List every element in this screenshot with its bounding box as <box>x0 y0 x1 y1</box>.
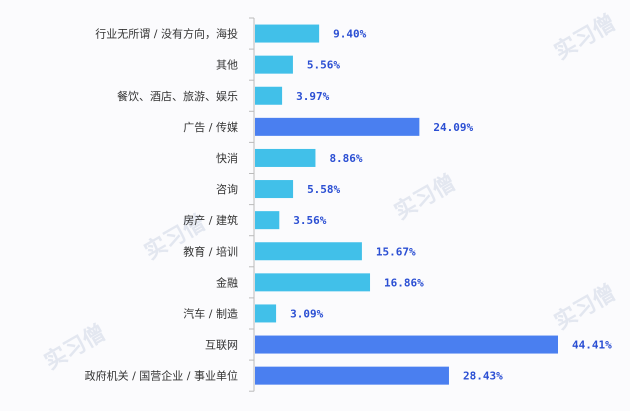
bar <box>255 180 294 199</box>
value-label: 5.58% <box>307 183 340 196</box>
category-label: 教育 / 培训 <box>183 244 238 258</box>
category-label: 餐饮、酒店、旅游、娱乐 <box>117 89 238 103</box>
value-label: 9.40% <box>333 28 366 41</box>
bar <box>255 148 316 167</box>
value-label: 15.67% <box>376 245 416 258</box>
category-label: 快消 <box>216 151 238 165</box>
category-label: 汽车 / 制造 <box>183 306 238 320</box>
category-label: 互联网 <box>205 339 238 352</box>
bar <box>255 273 371 292</box>
value-label: 28.43% <box>463 370 503 383</box>
bar <box>255 55 293 74</box>
value-label: 44.41% <box>572 339 612 352</box>
category-label: 其他 <box>216 59 238 72</box>
category-label: 政府机关 / 国营企业 / 事业单位 <box>85 369 238 383</box>
category-label: 广告 / 传媒 <box>183 121 238 134</box>
bar <box>255 335 558 354</box>
bar <box>255 366 449 385</box>
value-label: 3.97% <box>296 90 329 103</box>
watermark-text: 实习僧 <box>390 170 460 226</box>
bar <box>255 242 362 261</box>
watermark-text: 实习僧 <box>40 320 110 376</box>
bar <box>255 211 280 230</box>
category-label: 房产 / 建筑 <box>183 213 238 227</box>
value-label: 3.56% <box>293 214 326 227</box>
category-label: 行业无所谓 / 没有方向，海投 <box>95 27 238 41</box>
value-label: 24.09% <box>433 121 473 134</box>
bar <box>255 304 277 323</box>
watermark-text: 实习僧 <box>550 280 620 336</box>
value-label: 8.86% <box>329 152 362 165</box>
watermark-text: 实习僧 <box>550 10 620 66</box>
bar <box>255 24 320 43</box>
category-label: 金融 <box>216 275 238 289</box>
bar <box>255 86 283 105</box>
value-label: 3.09% <box>290 307 323 320</box>
value-label: 5.56% <box>307 59 340 72</box>
category-label: 咨询 <box>216 182 238 196</box>
bar <box>255 117 420 136</box>
value-label: 16.86% <box>384 276 424 289</box>
